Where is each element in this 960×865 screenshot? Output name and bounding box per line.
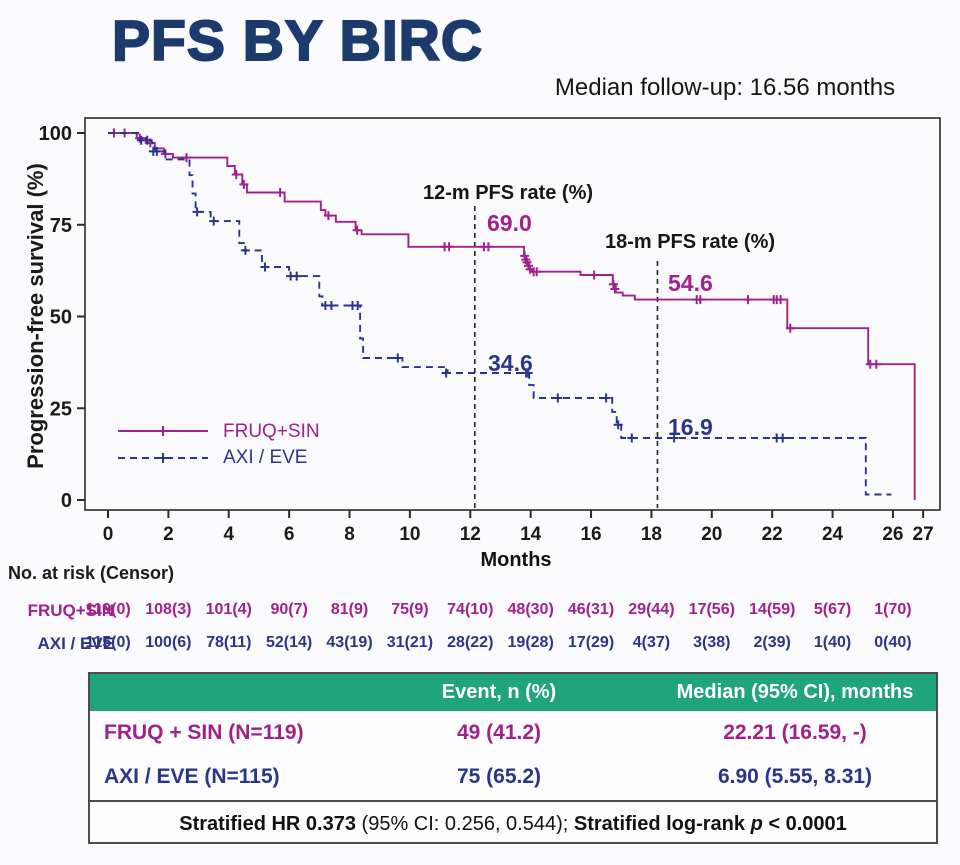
x-tick-label: 27	[913, 524, 934, 545]
annotation-12m-axi-value: 34.6	[488, 350, 533, 376]
footer-segment: Stratified HR 0.373	[179, 812, 362, 835]
annotation-18m-label: 18-m PFS rate (%)	[604, 231, 776, 253]
y-axis-label: Progression-free survival (%)	[23, 163, 48, 469]
x-tick-label: 22	[762, 524, 783, 545]
summary-table-header: Event, n (%) Median (95% CI), months	[90, 674, 936, 711]
x-tick-label: 8	[344, 524, 355, 545]
summary-header-median: Median (95% CI), months	[676, 681, 914, 703]
x-tick-label: 20	[701, 524, 722, 545]
y-tick-label: 50	[50, 307, 72, 329]
page-title: PFS BY BIRC	[111, 8, 484, 74]
annotation-18m-axi-value: 16.9	[668, 414, 713, 440]
summary-cell-axi-median: 6.90 (5.55, 8.31)	[717, 765, 873, 788]
y-tick-label: 25	[50, 398, 72, 420]
risk-value: 100(6)	[145, 634, 192, 651]
legend-label-axi: AXI / EVE	[223, 447, 308, 468]
annotation-12m-fruq-value: 69.0	[487, 210, 532, 236]
risk-row-label-axi: AXI / EVE	[37, 634, 114, 653]
risk-value: 5(67)	[813, 601, 852, 618]
km-curve-axi	[108, 132, 892, 496]
x-tick-label: 10	[399, 524, 420, 545]
risk-value: 101(4)	[205, 601, 252, 618]
risk-value: 108(3)	[145, 601, 192, 618]
x-tick-label: 14	[520, 524, 542, 545]
risk-value: 17(29)	[567, 634, 615, 651]
risk-value: 3(38)	[693, 634, 731, 651]
risk-value: 74(10)	[447, 601, 494, 618]
y-tick-label: 75	[50, 215, 72, 237]
x-tick-label: 16	[580, 524, 601, 545]
risk-value: 115(0)	[85, 634, 131, 651]
risk-value: 28(22)	[447, 634, 494, 651]
x-axis-label: Months	[480, 549, 552, 571]
annotation-12m-label: 12-m PFS rate (%)	[422, 182, 594, 204]
risk-value: 4(37)	[632, 634, 671, 651]
risk-value: 1(70)	[874, 601, 912, 618]
x-tick-label: 12	[460, 524, 481, 545]
x-tick-label: 18	[641, 524, 662, 545]
legend-label-fruq: FRUQ+SIN	[223, 421, 320, 442]
risk-value: 90(7)	[270, 601, 308, 618]
risk-row-label-fruq: FRUQ+SIN	[27, 601, 114, 620]
x-tick-label: 4	[223, 524, 234, 545]
legend-censor-fruq	[158, 426, 168, 436]
x-tick-label: 26	[882, 524, 903, 545]
summary-footer-stats: Stratified HR 0.373 (95% CI: 0.256, 0.54…	[90, 800, 936, 846]
footer-segment: < 0.0001	[762, 812, 847, 835]
x-tick-label: 0	[103, 524, 114, 545]
summary-header-event: Event, n (%)	[441, 681, 557, 703]
risk-value: 43(19)	[326, 634, 373, 651]
summary-cell-fruq-median: 22.21 (16.59, -)	[723, 721, 867, 744]
legend-censor-axi	[158, 453, 168, 463]
risk-value: 31(21)	[386, 634, 434, 651]
risk-value: 0(40)	[874, 634, 912, 651]
risk-value: 78(11)	[206, 634, 252, 651]
risk-value: 19(28)	[507, 634, 554, 651]
risk-value: 81(9)	[330, 601, 369, 618]
risk-value: 48(30)	[507, 601, 554, 618]
risk-value: 17(56)	[688, 601, 735, 618]
y-tick-label: 100	[39, 123, 72, 145]
annotation-18m-fruq-value: 54.6	[668, 270, 713, 296]
summary-cell-axi-event: 75 (65.2)	[456, 765, 542, 788]
summary-row-name-axi: AXI / EVE (N=115)	[104, 765, 280, 788]
summary-cell-fruq-event: 49 (41.2)	[456, 721, 542, 744]
risk-value: 46(31)	[567, 601, 615, 618]
summary-table: Event, n (%) Median (95% CI), months FRU…	[88, 672, 938, 844]
summary-row-name-fruq: FRUQ + SIN (N=119)	[104, 721, 304, 744]
risk-value: 2(39)	[753, 634, 791, 651]
risk-value: 1(40)	[813, 634, 852, 651]
plot-frame	[84, 117, 941, 511]
y-tick-label: 0	[61, 490, 72, 512]
risk-value: 119(0)	[85, 601, 131, 618]
x-tick-label: 2	[163, 524, 174, 545]
footer-segment: p	[750, 812, 763, 835]
footer-segment: (95% CI: 0.256, 0.544);	[361, 812, 574, 835]
median-followup-text: Median follow-up: 16.56 months	[554, 74, 896, 101]
risk-value: 75(9)	[391, 601, 429, 618]
x-tick-label: 6	[284, 524, 295, 545]
risk-value: 29(44)	[628, 601, 675, 618]
risk-value: 52(14)	[266, 634, 313, 651]
footer-segment: Stratified log-rank	[573, 812, 751, 835]
x-tick-label: 24	[822, 524, 844, 545]
risk-value: 14(59)	[749, 601, 796, 618]
censor-marks-axi	[136, 135, 788, 443]
risk-table-title: No. at risk (Censor)	[8, 563, 175, 583]
